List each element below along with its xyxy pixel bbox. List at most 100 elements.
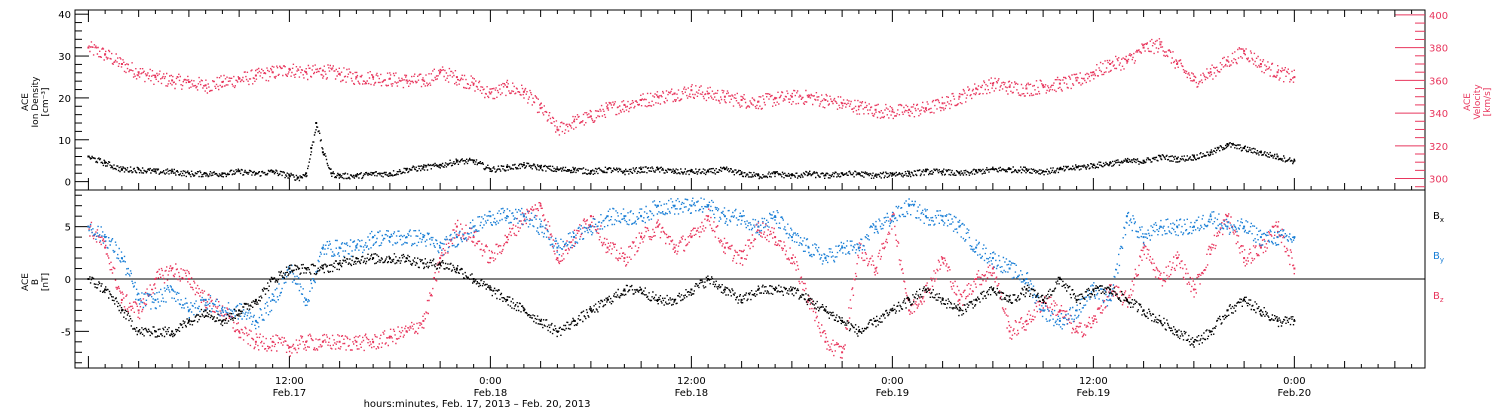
- by-series-point: [824, 257, 827, 260]
- velocity-series-point: [154, 76, 157, 79]
- velocity-series-point: [924, 107, 927, 110]
- bz-series-point: [271, 340, 274, 343]
- by-series-point: [841, 246, 844, 249]
- velocity-axis-label-line3: [km/s]: [1483, 88, 1493, 117]
- density-series-point: [1025, 168, 1028, 171]
- bx-series-point: [472, 278, 475, 280]
- bz-series-point: [1276, 225, 1279, 228]
- by-series-point: [807, 246, 810, 249]
- density-tick-label: 20: [58, 94, 71, 105]
- top-x-ticks: [87, 10, 1413, 190]
- velocity-series-point: [1176, 63, 1179, 65]
- density-series-point: [1058, 168, 1061, 171]
- bx-series-point: [723, 288, 726, 291]
- legend-bz: Bz: [1433, 291, 1444, 304]
- bx-series-point: [857, 330, 860, 333]
- density-axis-label-line1: ACE: [21, 93, 31, 111]
- by-series-point: [87, 225, 90, 228]
- by-series-point: [573, 236, 576, 239]
- bx-series-point: [522, 309, 525, 312]
- density-series-point: [321, 151, 324, 154]
- by-series-point: [522, 215, 525, 218]
- density-axis-label: ACE Ion Density [cm⁻³]: [21, 76, 51, 128]
- by-series-scatter: [88, 197, 1295, 330]
- bx-series-point: [623, 288, 626, 291]
- velocity-series-point: [1058, 82, 1061, 85]
- by-series-point: [673, 204, 676, 207]
- density-series-point: [405, 168, 408, 171]
- velocity-series-point: [640, 99, 643, 101]
- bz-series-point: [908, 309, 911, 312]
- by-series-point: [556, 246, 559, 249]
- by-series-point: [723, 215, 726, 218]
- bz-series-point: [606, 246, 609, 249]
- bz-series-point: [690, 236, 693, 239]
- bx-series-point: [388, 257, 391, 260]
- velocity-series-point: [87, 46, 90, 49]
- bz-series-point: [1293, 267, 1296, 270]
- bx-series-point: [338, 262, 341, 265]
- bx-series-point: [958, 309, 961, 312]
- by-series: [87, 197, 1296, 330]
- bx-series-point: [1259, 309, 1262, 312]
- bx-series-point: [187, 319, 190, 322]
- by-series-point: [489, 215, 492, 218]
- legend-sub: x: [1440, 216, 1444, 224]
- velocity-series-point: [1276, 71, 1279, 74]
- velocity-tick-label: 300: [1429, 175, 1448, 186]
- velocity-series-point: [740, 99, 743, 101]
- velocity-series: [87, 38, 1296, 136]
- by-series-point: [1176, 225, 1179, 228]
- by-series-point: [740, 215, 743, 218]
- bz-series-point: [841, 351, 844, 354]
- by-series-point: [338, 246, 341, 249]
- density-series-point: [941, 170, 944, 173]
- velocity-series-point: [1259, 63, 1262, 65]
- bx-series-point: [489, 288, 492, 291]
- by-series-point: [271, 298, 274, 301]
- density-series-point: [790, 174, 793, 177]
- velocity-series-point: [1226, 59, 1229, 62]
- b-axis-label: ACE B [nT]: [21, 273, 51, 291]
- bx-series-scatter: [88, 253, 1295, 348]
- b-axis-label-line2: B: [31, 279, 41, 285]
- density-series-point: [975, 170, 978, 173]
- velocity-series-point: [221, 81, 224, 83]
- bottom-series: [87, 197, 1296, 359]
- velocity-series-point: [455, 76, 458, 79]
- velocity-series-point: [589, 115, 592, 118]
- top-right-axis: 300 320 340 360 380 400: [1395, 11, 1448, 188]
- bz-series-point: [388, 335, 391, 338]
- velocity-series-point: [388, 77, 391, 80]
- bx-series-point: [740, 298, 743, 301]
- bz-series-point: [1075, 330, 1078, 333]
- density-series-point: [1192, 155, 1195, 158]
- density-series-point: [120, 168, 123, 171]
- top-panel: 0 10 20 30 40 300 320 340 360 380 400 ACE Ion Den…: [21, 9, 1493, 191]
- bx-series-point: [908, 298, 911, 301]
- density-series-scatter: [88, 126, 1295, 182]
- bx-series-point: [606, 298, 609, 301]
- bx-series-point: [254, 298, 257, 301]
- x-tick-label-time: 0:00: [1283, 376, 1305, 387]
- density-series-point: [1293, 159, 1296, 162]
- bx-series-point: [991, 288, 994, 291]
- velocity-series-point: [321, 69, 324, 72]
- bz-series-point: [673, 246, 676, 249]
- density-series-point: [310, 147, 313, 150]
- velocity-series-point: [573, 120, 576, 123]
- bz-series-point: [154, 278, 157, 280]
- velocity-series-point: [1142, 46, 1145, 49]
- bz-series-point: [472, 236, 475, 239]
- velocity-series-point: [422, 79, 425, 82]
- velocity-series-point: [1209, 71, 1212, 74]
- bz-series-point: [104, 246, 107, 249]
- legend-by: By: [1433, 251, 1444, 264]
- by-series-point: [1259, 236, 1262, 239]
- bx-series-point: [204, 309, 207, 312]
- density-series-point: [315, 122, 318, 124]
- density-series-point: [924, 170, 927, 173]
- bz-series-point: [422, 319, 425, 322]
